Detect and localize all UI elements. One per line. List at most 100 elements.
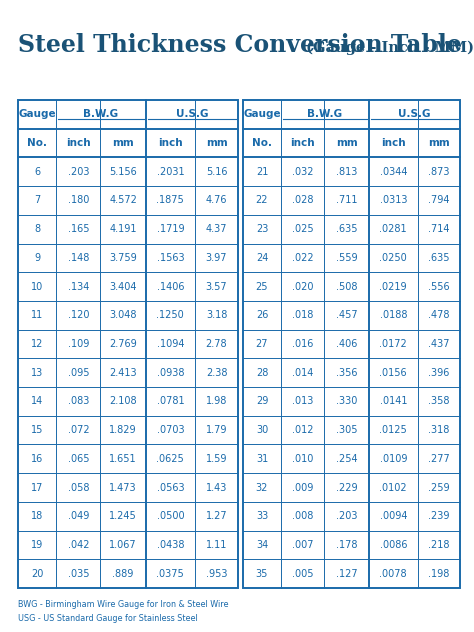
Text: U.S.G: U.S.G: [398, 109, 431, 119]
Text: .1563: .1563: [156, 253, 184, 263]
Text: 1.11: 1.11: [206, 540, 227, 550]
Text: 2.38: 2.38: [206, 368, 228, 378]
Text: .032: .032: [292, 167, 313, 177]
Text: .203: .203: [68, 167, 89, 177]
Text: .1250: .1250: [156, 310, 184, 320]
Text: .0438: .0438: [156, 540, 184, 550]
Text: .259: .259: [428, 482, 450, 492]
Text: 20: 20: [31, 569, 44, 579]
Text: .0102: .0102: [380, 482, 407, 492]
Text: .0781: .0781: [156, 396, 184, 406]
Text: B.W.G: B.W.G: [83, 109, 118, 119]
Text: .254: .254: [336, 454, 357, 464]
Text: .134: .134: [68, 282, 89, 291]
Text: .049: .049: [68, 511, 89, 521]
Text: .457: .457: [336, 310, 357, 320]
Text: .022: .022: [292, 253, 313, 263]
Text: .0172: .0172: [379, 339, 407, 349]
Text: .180: .180: [68, 195, 89, 205]
Text: .1094: .1094: [156, 339, 184, 349]
Text: .0563: .0563: [156, 482, 184, 492]
Text: .2031: .2031: [156, 167, 184, 177]
Text: .437: .437: [428, 339, 450, 349]
Text: .0375: .0375: [156, 569, 184, 579]
Text: .813: .813: [336, 167, 357, 177]
Text: .953: .953: [206, 569, 228, 579]
Text: 35: 35: [256, 569, 268, 579]
Text: 14: 14: [31, 396, 44, 406]
Text: .016: .016: [292, 339, 313, 349]
Text: 2.78: 2.78: [206, 339, 228, 349]
Text: .635: .635: [336, 224, 357, 234]
Text: 1.473: 1.473: [109, 482, 137, 492]
Text: .889: .889: [112, 569, 134, 579]
Text: .873: .873: [428, 167, 450, 177]
Text: .013: .013: [292, 396, 313, 406]
Text: 22: 22: [256, 195, 268, 205]
Text: 2.769: 2.769: [109, 339, 137, 349]
Text: .0094: .0094: [380, 511, 407, 521]
Text: 5.156: 5.156: [109, 167, 137, 177]
Text: 1.067: 1.067: [109, 540, 137, 550]
Text: 11: 11: [31, 310, 44, 320]
Text: 32: 32: [256, 482, 268, 492]
Text: 25: 25: [256, 282, 268, 291]
Text: .277: .277: [428, 454, 450, 464]
Text: .396: .396: [428, 368, 449, 378]
Text: .0219: .0219: [380, 282, 407, 291]
Text: .010: .010: [292, 454, 313, 464]
Text: .0703: .0703: [156, 425, 184, 435]
Text: .635: .635: [428, 253, 450, 263]
Text: .009: .009: [292, 482, 313, 492]
Text: 3.048: 3.048: [109, 310, 137, 320]
Text: 4.572: 4.572: [109, 195, 137, 205]
Text: 26: 26: [256, 310, 268, 320]
Text: 33: 33: [256, 511, 268, 521]
Text: 7: 7: [34, 195, 40, 205]
Text: .035: .035: [68, 569, 89, 579]
Text: 3.404: 3.404: [109, 282, 137, 291]
Text: .028: .028: [292, 195, 313, 205]
Text: .083: .083: [68, 396, 89, 406]
Text: 4.37: 4.37: [206, 224, 228, 234]
Text: .0344: .0344: [380, 167, 407, 177]
Text: 13: 13: [31, 368, 44, 378]
Text: .072: .072: [68, 425, 89, 435]
Text: 1.651: 1.651: [109, 454, 137, 464]
Text: .025: .025: [292, 224, 313, 234]
Text: .198: .198: [428, 569, 449, 579]
Text: .508: .508: [336, 282, 357, 291]
Text: .120: .120: [68, 310, 89, 320]
Text: No.: No.: [252, 138, 272, 148]
Text: .065: .065: [68, 454, 89, 464]
Text: .012: .012: [292, 425, 313, 435]
Text: 4.191: 4.191: [109, 224, 137, 234]
Text: USG - US Standard Gauge for Stainless Steel: USG - US Standard Gauge for Stainless St…: [18, 614, 198, 623]
Text: .0313: .0313: [380, 195, 407, 205]
Text: 16: 16: [31, 454, 44, 464]
Text: .0500: .0500: [156, 511, 184, 521]
Text: No.: No.: [27, 138, 47, 148]
Text: 3.18: 3.18: [206, 310, 227, 320]
Text: Gauge: Gauge: [243, 109, 281, 119]
Text: .018: .018: [292, 310, 313, 320]
Text: inch: inch: [381, 138, 406, 148]
Text: 3.97: 3.97: [206, 253, 228, 263]
Text: 8: 8: [34, 224, 40, 234]
Text: .165: .165: [68, 224, 89, 234]
Text: 1.79: 1.79: [206, 425, 228, 435]
Text: inch: inch: [66, 138, 91, 148]
Text: .218: .218: [428, 540, 450, 550]
Text: 34: 34: [256, 540, 268, 550]
Text: .478: .478: [428, 310, 450, 320]
Text: .229: .229: [336, 482, 357, 492]
Text: .0625: .0625: [156, 454, 184, 464]
Bar: [243, 100, 460, 588]
Text: 1.98: 1.98: [206, 396, 227, 406]
Text: 1.245: 1.245: [109, 511, 137, 521]
Text: 2.413: 2.413: [109, 368, 137, 378]
Text: .239: .239: [428, 511, 450, 521]
Text: 1.59: 1.59: [206, 454, 228, 464]
Text: .1719: .1719: [156, 224, 184, 234]
Text: .095: .095: [68, 368, 89, 378]
